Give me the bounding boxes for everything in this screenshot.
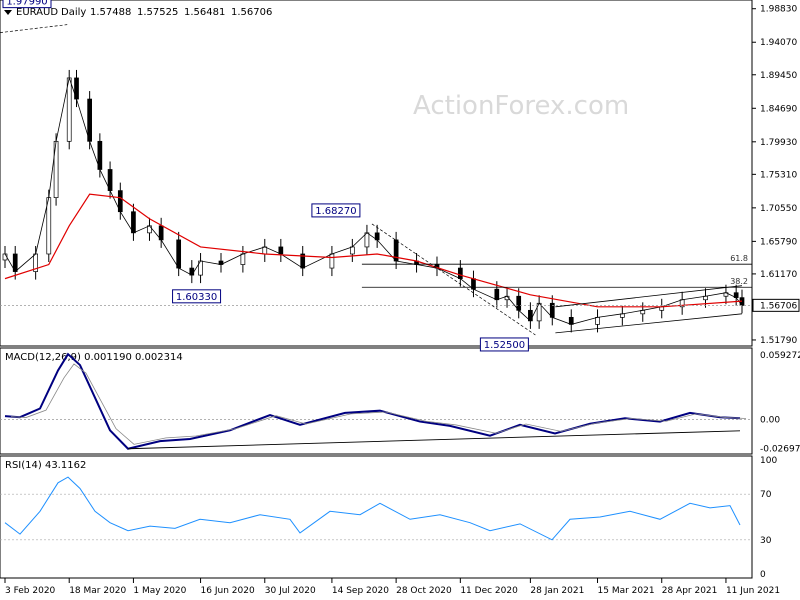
date-tick-label: 16 Jun 2020	[201, 586, 255, 596]
header-low: 1.56481	[184, 7, 225, 18]
macd-tick-label: 0.059272	[760, 351, 800, 361]
channel-lower-line	[555, 313, 743, 334]
rally-dashed-line	[0, 24, 68, 33]
candle-body	[329, 253, 335, 269]
macd-signal-line	[10, 363, 747, 445]
date-tick-label: 28 Jan 2021	[530, 586, 584, 596]
price-tick-label: 1.94070	[760, 38, 797, 48]
header-symbol: EURAUD	[16, 7, 58, 18]
moving-average-line	[4, 193, 743, 308]
annotation-label: 1.52500	[484, 340, 525, 351]
annotation-box	[479, 337, 529, 352]
candle-body	[349, 246, 355, 255]
macd-label: MACD(12,26,9) 0.001190 0.002314	[5, 352, 183, 363]
candle-body	[457, 267, 463, 279]
date-tick-label: 28 Apr 2021	[662, 586, 718, 596]
candle-body	[262, 246, 268, 255]
rsi-tick-label: 70	[760, 490, 772, 500]
date-tick-label: 3 Feb 2020	[5, 586, 56, 596]
annotation-label: 1.97990	[6, 0, 47, 8]
macd-axis: 0.059272 0.00 -0.026978	[760, 351, 800, 455]
rsi-axis: 100 70 30 0	[760, 456, 777, 580]
header-high: 1.57525	[137, 7, 178, 18]
macd-trend-line	[127, 430, 741, 450]
annotation-box	[311, 203, 361, 218]
annotation-box	[2, 0, 52, 9]
price-tick-label: 1.56706	[760, 301, 797, 311]
fib-level-label: 38.2	[730, 277, 748, 286]
rsi-label: RSI(14) 43.1162	[5, 460, 86, 471]
rsi-panel	[0, 455, 753, 579]
channel-layer	[0, 24, 743, 336]
date-tick-label: 14 Sep 2020	[332, 586, 389, 596]
candle-body	[176, 239, 182, 269]
current-price-box	[752, 298, 800, 312]
annotation-label: 1.60330	[176, 292, 217, 303]
rsi-line	[4, 476, 741, 541]
price-tick-label: 1.75310	[760, 170, 797, 180]
candle-body	[494, 288, 500, 301]
price-tick-label: 1.65790	[760, 237, 797, 247]
candle-body	[240, 253, 246, 265]
header-open: 1.57488	[90, 7, 131, 18]
annotation-box	[172, 289, 222, 304]
price-layer	[2, 69, 745, 333]
annotation-label: 1.68270	[315, 206, 356, 217]
date-tick-label: 1 May 2020	[133, 586, 186, 596]
rsi-tick-label: 0	[760, 570, 766, 580]
price-tick-label: 1.84690	[760, 104, 797, 114]
price-panel	[0, 0, 753, 347]
macd-tick-label: -0.026978	[760, 445, 800, 455]
candle-body	[147, 225, 152, 234]
date-tick-label: 30 Jul 2020	[265, 586, 316, 596]
price-tick-label: 1.89450	[760, 71, 797, 81]
macd-main-line	[4, 352, 741, 450]
price-axis: 1.98830 1.94070 1.89450 1.84690 1.79930 1.753…	[752, 5, 800, 346]
price-tick-label: 1.61170	[760, 270, 797, 280]
candle-body	[364, 232, 370, 248]
candle-body	[66, 77, 72, 142]
fib-level-label: 61.8	[730, 254, 748, 263]
price-tick-label: 1.98830	[760, 5, 797, 15]
channel-upper-line	[555, 285, 743, 308]
header-close: 1.56706	[231, 7, 272, 18]
decline-dashed-line	[371, 223, 536, 336]
price-line	[4, 76, 743, 325]
rsi-tick-label: 100	[760, 456, 777, 466]
rsi-tick-label: 30	[760, 536, 772, 546]
macd-panel	[0, 347, 753, 455]
rsi-layer	[0, 476, 752, 541]
candle-body	[87, 98, 92, 142]
date-tick-label: 18 Mar 2020	[69, 586, 126, 596]
price-tick-label: 1.51790	[760, 336, 797, 346]
annotation-layer: 1.97990 1.68270 1.60330 1.52500	[2, 0, 529, 352]
moving-average-layer	[0, 193, 752, 308]
date-tick-label: 11 Jun 2021	[726, 586, 780, 596]
date-axis: 3 Feb 2020 18 Mar 2020 1 May 2020 16 Jun 20…	[4, 578, 780, 596]
macd-layer	[0, 352, 752, 450]
fibonacci-layer: 61.8 38.2	[361, 254, 752, 288]
date-tick-label: 15 Mar 2021	[598, 586, 655, 596]
price-tick-label: 1.70550	[760, 204, 797, 214]
dropdown-triangle-icon	[4, 10, 12, 15]
header-timeframe: Daily	[61, 7, 86, 18]
candle-body	[46, 197, 52, 255]
candle-body	[568, 317, 574, 325]
macd-tick-label: 0.00	[760, 415, 780, 425]
date-tick-label: 28 Oct 2020	[396, 586, 452, 596]
candle-body	[595, 317, 600, 325]
watermark: ActionForex.com	[413, 91, 629, 121]
candle-body	[131, 211, 136, 234]
date-tick-label: 11 Dec 2020	[460, 586, 518, 596]
price-tick-label: 1.79930	[760, 138, 797, 148]
candle-body	[278, 246, 284, 255]
